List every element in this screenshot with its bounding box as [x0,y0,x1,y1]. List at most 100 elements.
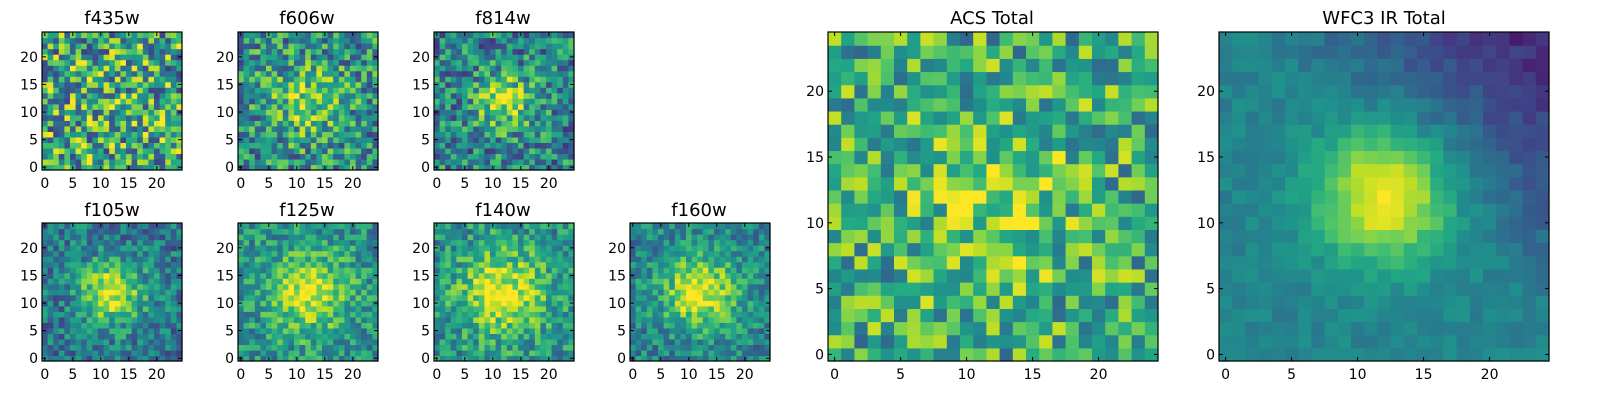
heatmap-cell [920,334,935,349]
heatmap-cell [361,322,368,329]
heatmap-cell [534,322,541,329]
heatmap-cell [361,48,368,55]
heatmap-cell [338,164,345,171]
heatmap-cell [254,136,261,143]
heatmap-cell [518,294,525,301]
heatmap-cell [473,54,480,61]
heatmap-cell [630,289,637,296]
heatmap-cell [243,267,250,274]
heatmap-cell [986,255,1001,270]
y-tick-label: 0 [225,351,234,367]
heatmap-cell [338,158,345,166]
heatmap-cell [1039,229,1053,244]
heatmap-cell [999,268,1014,283]
heatmap-cell [327,54,334,61]
heatmap-cell [98,153,105,160]
heatmap-cell [674,327,681,334]
heatmap-cell [75,153,82,160]
heatmap-cell [484,300,491,307]
heatmap-cell [445,43,452,50]
heatmap-cell [305,103,312,110]
heatmap-cell [719,250,726,257]
heatmap-cell [277,338,284,346]
heatmap-cell [702,294,709,301]
heatmap-cell [529,37,536,44]
heatmap-cell [495,147,502,155]
heatmap-cell [165,59,172,66]
heatmap-cell [557,234,564,241]
heatmap-cell [327,92,334,99]
heatmap-cell [730,333,737,340]
heatmap-cell [562,54,569,61]
heatmap-cell [58,37,65,44]
heatmap-cell [439,70,446,77]
heatmap-cell [534,87,541,94]
heatmap-cell [758,294,765,301]
heatmap-cell [243,278,250,285]
heatmap-cell [933,295,948,309]
heatmap-cell [529,98,536,105]
heatmap-cell [1144,347,1159,362]
heatmap-cell [114,355,121,362]
heatmap-cell [64,59,71,66]
heatmap-cell [1131,189,1146,204]
heatmap-cell [92,70,99,77]
heatmap-cell [669,338,676,346]
heatmap-cell [350,267,357,274]
heatmap-cell [344,158,351,166]
heatmap-cell [1078,282,1093,296]
heatmap-cell [999,176,1014,191]
heatmap-cell [1118,282,1133,296]
heatmap-cell [635,223,642,230]
heatmap-cell [53,344,60,351]
heatmap-cell [260,54,267,61]
heatmap-cell [894,242,908,257]
heatmap-cell [1039,163,1053,178]
heatmap-cell [907,268,921,283]
heatmap-cell [282,234,289,241]
heatmap-cell [288,92,295,99]
heatmap-cell [47,316,54,323]
heatmap-cell [518,136,525,143]
heatmap-cell [327,142,334,149]
y-tick-label: 0 [225,160,234,176]
heatmap-cell [742,300,749,307]
heatmap-cell [540,322,547,329]
heatmap-cell [338,300,345,307]
heatmap-cell [271,153,278,160]
heatmap-cell [1052,189,1067,204]
heatmap-cell [266,109,273,116]
heatmap-cell [64,245,71,252]
heatmap-cell [719,294,726,301]
heatmap-cell [456,164,463,171]
heatmap-cell [986,163,1001,178]
heatmap-cell [114,81,121,88]
heatmap-cell [159,98,166,105]
heatmap-cell [456,344,463,351]
heatmap-cell [1065,229,1080,244]
heatmap-cell [299,300,306,307]
heatmap-cell [75,344,82,351]
heatmap-cell [540,272,547,279]
heatmap-cell [714,267,721,274]
heatmap-cell [53,48,60,55]
heatmap-cell [75,245,82,252]
heatmap-cell [142,43,149,50]
heatmap-cell [501,103,508,110]
heatmap-cell [366,305,373,312]
heatmap-cell [238,349,245,357]
heatmap-cell [271,103,278,110]
heatmap-cell [495,267,502,274]
heatmap-cell [361,272,368,279]
heatmap-cell [467,355,474,362]
heatmap-cell [243,327,250,334]
heatmap-cell [70,338,77,346]
heatmap-cell [551,322,558,329]
heatmap-cell [148,228,155,235]
heatmap-cell [562,120,569,127]
heatmap-cell [999,255,1014,270]
heatmap-cell [282,125,289,132]
heatmap-cell [333,245,340,252]
heatmap-cell [534,98,541,105]
heatmap-cell [322,125,329,132]
